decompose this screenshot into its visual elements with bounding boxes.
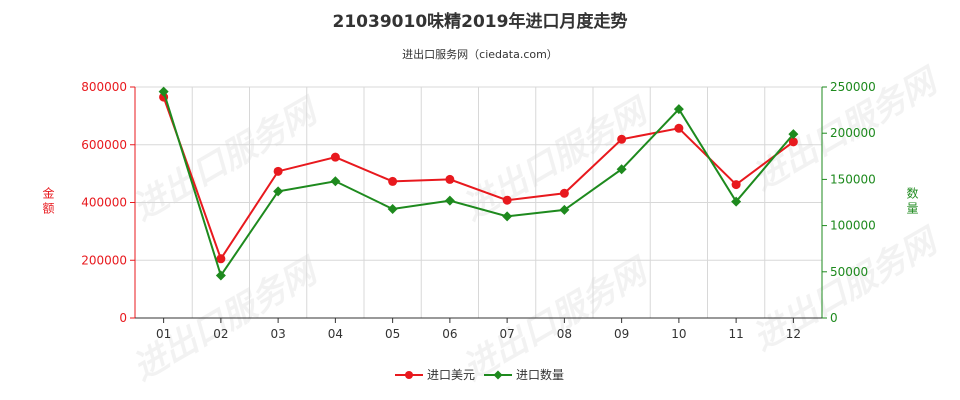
left-axis-tick-label: 800000 bbox=[81, 80, 127, 94]
x-axis-tick-label: 07 bbox=[499, 327, 514, 341]
data-point bbox=[273, 166, 283, 176]
left-axis-tick-label: 400000 bbox=[81, 196, 127, 210]
x-axis-tick-label: 05 bbox=[385, 327, 400, 341]
data-point bbox=[616, 164, 627, 175]
grid bbox=[134, 86, 823, 319]
right-axis-tick-label: 50000 bbox=[830, 265, 868, 279]
data-point bbox=[731, 180, 741, 190]
data-point bbox=[445, 174, 455, 184]
series bbox=[158, 86, 799, 281]
right-axis-title: 数量 bbox=[905, 186, 919, 217]
x-axis-tick-label: 08 bbox=[557, 327, 572, 341]
data-point bbox=[158, 86, 169, 97]
axes: 0 200000 400000 600000 800000 0 50000 100000 150… bbox=[81, 80, 876, 341]
data-point bbox=[273, 186, 284, 197]
x-axis-tick-label: 01 bbox=[156, 327, 171, 341]
data-point bbox=[674, 123, 684, 133]
right-axis-tick-label: 200000 bbox=[830, 126, 876, 140]
x-axis-tick-label: 02 bbox=[213, 327, 228, 341]
data-point bbox=[330, 152, 340, 162]
x-axis-tick-label: 06 bbox=[442, 327, 457, 341]
x-axis-tick-label: 10 bbox=[671, 327, 686, 341]
data-point bbox=[330, 176, 341, 187]
legend-marker bbox=[405, 371, 413, 379]
data-point bbox=[502, 195, 512, 205]
right-axis-tick-label: 250000 bbox=[830, 80, 876, 94]
legend: 进口美元 进口数量 bbox=[395, 367, 564, 382]
x-axis-tick-label: 09 bbox=[614, 327, 629, 341]
right-axis-tick-label: 100000 bbox=[830, 219, 876, 233]
x-axis-tick-label: 04 bbox=[328, 327, 343, 341]
left-axis-tick-label: 0 bbox=[119, 311, 127, 325]
data-point bbox=[216, 254, 226, 264]
data-point bbox=[388, 176, 398, 186]
x-axis-tick-label: 03 bbox=[270, 327, 285, 341]
data-point bbox=[387, 203, 398, 214]
watermark-text: 进出口服务网 bbox=[746, 220, 947, 359]
data-point bbox=[559, 204, 570, 215]
series-line bbox=[162, 91, 795, 278]
x-axis-tick-label: 12 bbox=[786, 327, 801, 341]
data-point bbox=[617, 134, 627, 144]
watermark-text: 进出口服务网 bbox=[126, 250, 327, 389]
data-point bbox=[502, 211, 513, 222]
left-axis-tick-label: 200000 bbox=[81, 253, 127, 267]
data-point bbox=[444, 195, 455, 206]
right-axis-tick-label: 150000 bbox=[830, 172, 876, 186]
watermark-text: 进出口服务网 bbox=[126, 90, 327, 229]
data-point bbox=[673, 104, 684, 115]
chart-title: 21039010味精2019年进口月度走势 bbox=[333, 11, 628, 32]
left-axis-tick-label: 600000 bbox=[81, 138, 127, 152]
legend-marker bbox=[493, 370, 503, 380]
data-point bbox=[215, 270, 226, 281]
data-point bbox=[559, 188, 569, 198]
data-point bbox=[788, 137, 798, 147]
right-axis-tick-label: 0 bbox=[830, 311, 838, 325]
chart-subtitle: 进出口服务网（ciedata.com） bbox=[402, 47, 558, 61]
left-axis-title: 金额 bbox=[41, 186, 55, 217]
data-point bbox=[731, 196, 742, 207]
legend-label: 进口数量 bbox=[516, 367, 564, 382]
x-axis-tick-label: 11 bbox=[728, 327, 743, 341]
watermark-text: 进出口服务网 bbox=[456, 90, 657, 229]
legend-label: 进口美元 bbox=[427, 368, 475, 382]
series-line bbox=[162, 96, 794, 262]
data-point bbox=[788, 129, 799, 140]
